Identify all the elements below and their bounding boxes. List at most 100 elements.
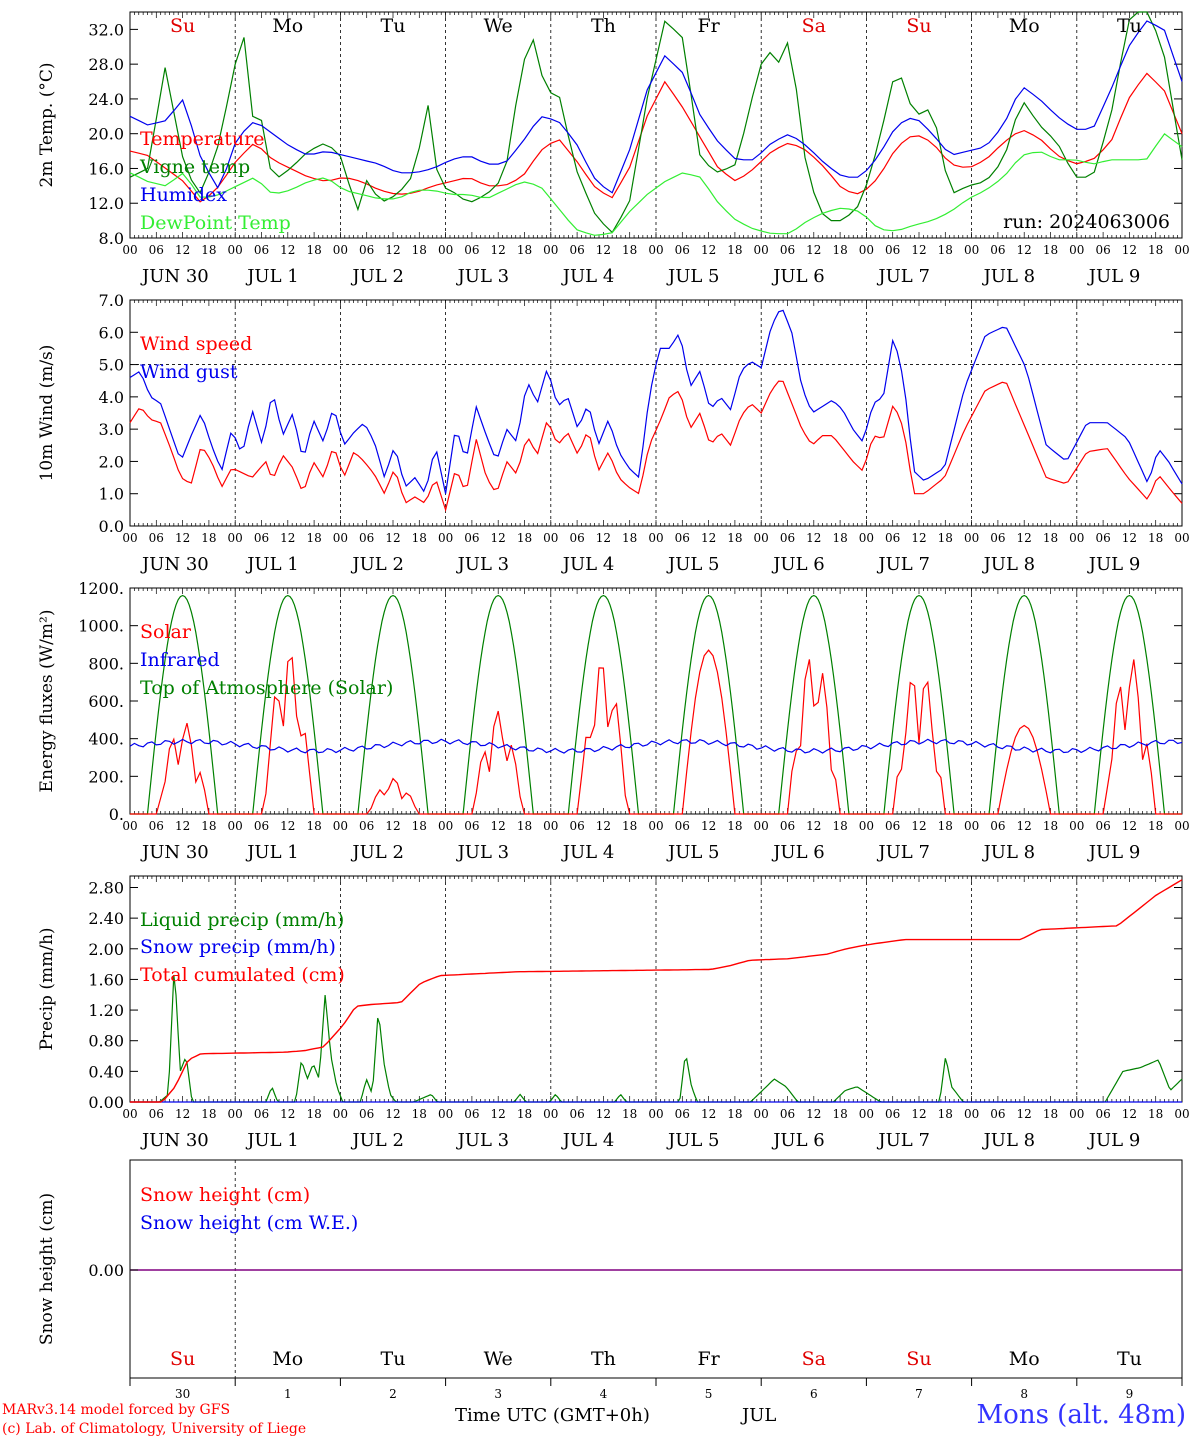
hour-tick-label: 00 [438, 531, 453, 545]
date-label: JUL 3 [456, 554, 510, 575]
hour-tick-label: 18 [1148, 531, 1163, 545]
day-number: 6 [810, 1387, 818, 1400]
hour-tick-label: 12 [1017, 243, 1032, 257]
model-credit: MARv3.14 model forced by GFS [2, 1402, 231, 1418]
hour-tick-label: 00 [859, 1107, 874, 1121]
date-label: JUL 4 [561, 554, 615, 575]
y-tick-label: 16.0 [88, 159, 124, 178]
y-tick-label: 6.0 [99, 323, 124, 342]
day-number: 1 [284, 1387, 292, 1400]
hour-tick-label: 06 [254, 819, 269, 833]
hour-tick-label: 06 [990, 243, 1005, 257]
hour-tick-label: 18 [1043, 819, 1058, 833]
hour-tick-label: 12 [806, 1107, 821, 1121]
hour-tick-label: 18 [727, 819, 742, 833]
hour-tick-label: 00 [1174, 1107, 1189, 1121]
day-name: Su [906, 15, 931, 37]
y-tick-label: 1.0 [99, 485, 124, 504]
date-label: JUL 6 [771, 842, 825, 863]
date-label: JUN 30 [140, 554, 209, 575]
hour-tick-label: 00 [859, 819, 874, 833]
hour-tick-label: 12 [596, 531, 611, 545]
hour-tick-label: 06 [464, 819, 479, 833]
date-label: JUL 7 [876, 266, 930, 287]
hour-tick-label: 18 [517, 1107, 532, 1121]
hour-tick-label: 12 [911, 819, 926, 833]
day-name: Tu [1117, 15, 1142, 37]
day-name: Th [591, 15, 616, 37]
y-tick-label: 32.0 [88, 20, 124, 39]
hour-tick-label: 12 [175, 819, 190, 833]
hour-tick-label: 00 [228, 819, 243, 833]
date-label: JUL 5 [666, 266, 720, 287]
hour-tick-label: 00 [438, 1107, 453, 1121]
hour-tick-label: 06 [990, 819, 1005, 833]
hour-tick-label: 18 [517, 531, 532, 545]
hour-tick-label: 12 [1017, 531, 1032, 545]
y-tick-label: 0. [109, 805, 124, 824]
hour-tick-label: 18 [727, 243, 742, 257]
hour-tick-label: 18 [938, 243, 953, 257]
y-axis-label: Snow height (cm) [37, 1193, 57, 1345]
hour-tick-label: 12 [596, 1107, 611, 1121]
hour-tick-label: 12 [491, 243, 506, 257]
hour-tick-label: 18 [832, 819, 847, 833]
hour-tick-label: 06 [149, 243, 164, 257]
day-name: We [484, 1348, 513, 1370]
day-name: Tu [381, 15, 406, 37]
day-number: 30 [175, 1387, 190, 1400]
hour-tick-label: 00 [964, 819, 979, 833]
y-tick-label: 200. [88, 767, 124, 786]
date-label: JUL 7 [876, 842, 930, 863]
hour-tick-label: 18 [412, 1107, 427, 1121]
date-label: JUL 2 [350, 842, 404, 863]
hour-tick-label: 00 [228, 1107, 243, 1121]
hour-tick-label: 06 [675, 531, 690, 545]
series-line [129, 133, 1183, 236]
hour-tick-label: 12 [385, 531, 400, 545]
hour-tick-label: 18 [517, 243, 532, 257]
hour-tick-label: 00 [1069, 243, 1084, 257]
day-name: Mo [1009, 15, 1040, 37]
hour-tick-label: 00 [754, 243, 769, 257]
hour-tick-label: 06 [149, 819, 164, 833]
day-number: 7 [915, 1387, 923, 1400]
y-tick-label: 12.0 [88, 194, 124, 213]
day-number: 8 [1020, 1387, 1028, 1400]
hour-tick-label: 00 [964, 243, 979, 257]
date-label: JUL 1 [245, 554, 299, 575]
hour-tick-label: 00 [228, 531, 243, 545]
hour-tick-label: 00 [1174, 819, 1189, 833]
hour-tick-label: 00 [333, 531, 348, 545]
date-label: JUL 9 [1087, 1130, 1141, 1151]
hour-tick-label: 00 [859, 243, 874, 257]
y-axis-label: 2m Temp. (°C) [37, 62, 57, 187]
hour-tick-label: 18 [1148, 819, 1163, 833]
hour-tick-label: 06 [254, 1107, 269, 1121]
date-label: JUL 7 [876, 1130, 930, 1151]
hour-tick-label: 00 [228, 243, 243, 257]
series-line [129, 380, 1183, 513]
hour-tick-label: 18 [622, 819, 637, 833]
series-line [129, 72, 1183, 203]
date-label: JUL 3 [456, 842, 510, 863]
series-line [130, 649, 1182, 815]
y-tick-label: 0.0 [99, 517, 124, 536]
date-label: JUL 8 [982, 1130, 1036, 1151]
day-name: Fr [697, 15, 720, 37]
hour-tick-label: 00 [333, 243, 348, 257]
hour-tick-label: 06 [569, 819, 584, 833]
day-number: 9 [1126, 1387, 1134, 1400]
hour-tick-label: 00 [648, 243, 663, 257]
series-line [129, 738, 1183, 754]
hour-tick-label: 18 [832, 1107, 847, 1121]
date-label: JUL 9 [1087, 842, 1141, 863]
hour-tick-label: 18 [412, 819, 427, 833]
legend-entry: Wind speed [140, 333, 252, 355]
hour-tick-label: 00 [1069, 819, 1084, 833]
hour-tick-label: 18 [412, 243, 427, 257]
legend-entry: Humidex [140, 184, 227, 206]
hour-tick-label: 00 [543, 243, 558, 257]
y-tick-label: 0.40 [88, 1062, 124, 1081]
day-name: Th [591, 1348, 616, 1370]
